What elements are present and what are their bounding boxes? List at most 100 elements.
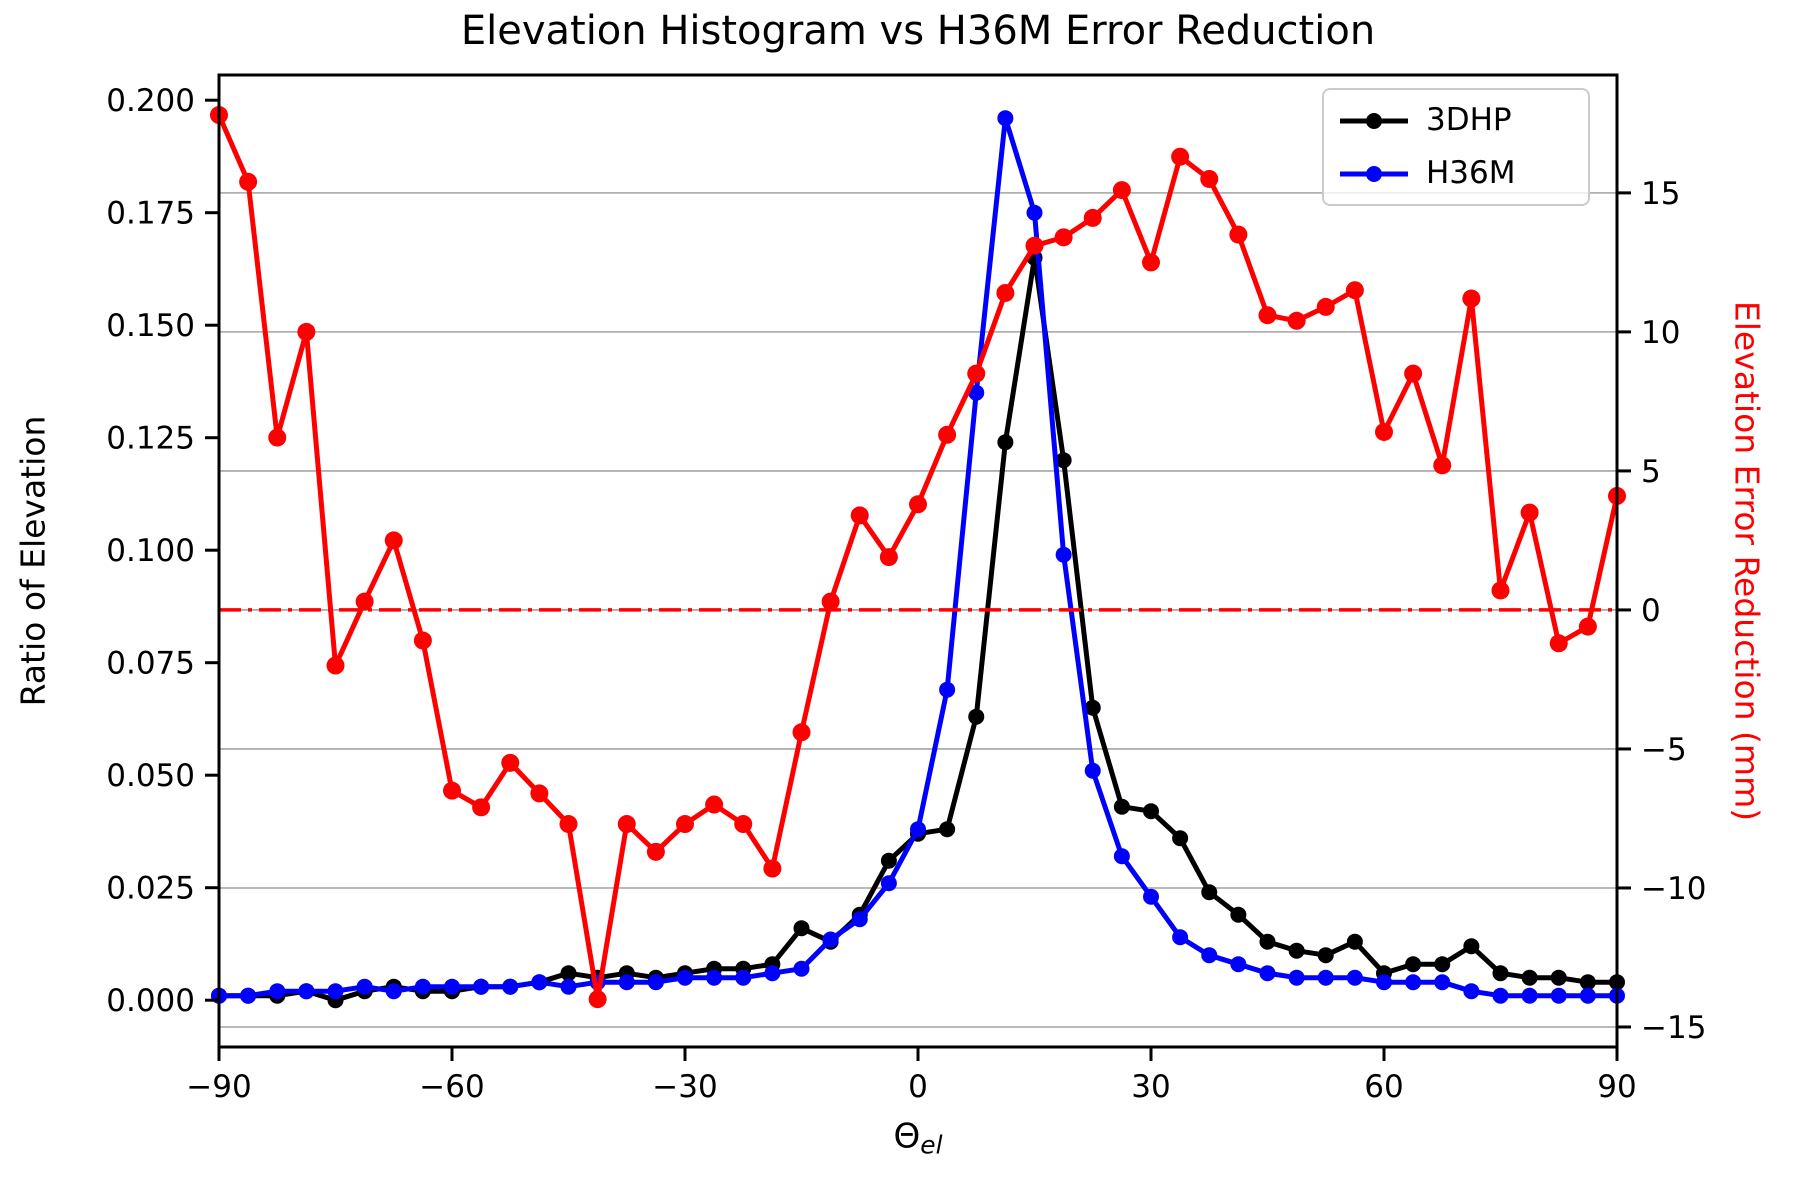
data-point-error-reduction	[588, 990, 607, 1009]
data-point-error-reduction	[1549, 634, 1568, 653]
data-point-error-reduction	[1375, 422, 1393, 441]
data-point-error-reduction	[792, 723, 811, 742]
data-point-error-reduction	[734, 815, 753, 834]
data-point-error-reduction	[1491, 581, 1510, 600]
data-point-error-reduction	[413, 631, 432, 650]
data-point-h36m	[444, 978, 460, 995]
data-point-h36m	[764, 965, 781, 982]
data-point-error-reduction	[268, 428, 287, 447]
data-point-h36m	[1288, 969, 1305, 986]
data-point-3dhp	[1230, 906, 1247, 923]
data-point-error-reduction	[1404, 364, 1423, 383]
data-point-h36m	[1405, 974, 1422, 991]
data-point-3dhp	[1463, 938, 1480, 955]
data-point-3dhp	[560, 965, 577, 982]
data-point-h36m	[1201, 947, 1218, 964]
y-right-tick-label: 15	[1641, 176, 1680, 212]
data-point-h36m	[1230, 956, 1247, 973]
data-point-h36m	[1055, 546, 1072, 563]
data-point-3dhp	[1055, 452, 1072, 469]
series-h36m	[211, 110, 1625, 1004]
data-point-h36m	[1113, 848, 1130, 865]
data-point-h36m	[1026, 204, 1043, 221]
y-right-tick-label: 0	[1641, 593, 1661, 629]
data-point-error-reduction	[384, 531, 403, 550]
data-point-h36m	[880, 875, 897, 892]
data-point-h36m	[910, 821, 926, 838]
y-left-axis-ticks: 0.000 0.025 0.050 0.075 0.100 0.125 0.150 0.175…	[106, 83, 219, 1019]
y-right-tick-label: 5	[1641, 454, 1661, 490]
x-axis-label-theta: Θ	[893, 1116, 921, 1157]
legend-swatch-h36m	[1340, 165, 1408, 182]
y-left-tick-label: 0.050	[106, 758, 195, 794]
data-point-error-reduction	[996, 283, 1015, 302]
legend-label-3dhp: 3DHP	[1426, 102, 1512, 138]
data-point-error-reduction	[239, 172, 258, 191]
data-point-error-reduction	[1316, 297, 1335, 316]
x-axis-label: Θel	[893, 1117, 942, 1160]
data-point-3dhp	[1113, 798, 1130, 815]
data-point-error-reduction	[559, 815, 578, 834]
legend-item-h36m: H36M	[1338, 149, 1588, 199]
data-point-h36m	[1346, 969, 1363, 986]
series-3dhp	[211, 249, 1625, 1009]
data-point-h36m	[822, 931, 839, 948]
data-point-error-reduction	[530, 784, 549, 803]
y-left-tick-label: 0.150	[106, 308, 195, 344]
data-point-3dhp	[1084, 699, 1101, 716]
data-point-error-reduction	[1462, 289, 1481, 308]
x-tick-label: −90	[186, 1069, 251, 1105]
y-axis-label-left: Ratio of Elevation	[13, 415, 53, 707]
data-point-3dhp	[1492, 965, 1509, 982]
data-point-error-reduction	[1345, 281, 1364, 300]
data-point-h36m	[1317, 969, 1334, 986]
data-point-h36m	[327, 983, 344, 1000]
data-point-error-reduction	[1025, 236, 1044, 255]
y-left-tick-label: 0.200	[106, 83, 195, 119]
data-point-error-reduction	[1200, 169, 1219, 188]
data-point-error-reduction	[1578, 617, 1597, 636]
data-point-h36m	[356, 978, 373, 995]
data-point-error-reduction	[443, 781, 461, 800]
data-point-error-reduction	[646, 842, 665, 861]
data-point-3dhp	[1172, 830, 1189, 847]
x-tick-label: 30	[1131, 1069, 1170, 1105]
data-point-3dhp	[1259, 933, 1276, 950]
data-point-h36m	[1463, 983, 1480, 1000]
data-point-error-reduction	[909, 495, 927, 514]
data-point-3dhp	[793, 920, 810, 937]
data-point-h36m	[1376, 974, 1392, 991]
y-right-axis-ticks: −15 −10 −5 0 5 10 15	[1617, 176, 1706, 1046]
data-point-3dhp	[1521, 969, 1538, 986]
data-point-h36m	[298, 983, 315, 1000]
data-point-3dhp	[968, 708, 985, 725]
y-left-tick-label: 0.125	[106, 421, 195, 457]
axes-spines	[217, 73, 1619, 1049]
data-point-3dhp	[1579, 974, 1596, 991]
data-point-h36m	[269, 983, 286, 1000]
legend-marker-h36m	[1366, 165, 1382, 182]
x-tick-label: −60	[419, 1069, 484, 1105]
data-point-3dhp	[1346, 933, 1363, 950]
data-point-error-reduction	[326, 656, 345, 675]
data-point-h36m	[1172, 929, 1189, 946]
data-point-3dhp	[1434, 956, 1451, 973]
data-point-h36m	[473, 978, 490, 995]
data-point-h36m	[1579, 987, 1596, 1004]
y-right-tick-label: 10	[1641, 315, 1680, 351]
data-point-error-reduction	[676, 815, 694, 834]
data-point-h36m	[1434, 974, 1451, 991]
data-point-3dhp	[1550, 969, 1567, 986]
y-left-tick-label: 0.000	[106, 983, 195, 1019]
data-point-error-reduction	[850, 506, 869, 525]
data-point-h36m	[618, 974, 635, 991]
data-point-error-reduction	[617, 815, 636, 834]
data-point-h36m	[560, 978, 577, 995]
data-point-h36m	[531, 974, 548, 991]
data-point-h36m	[677, 969, 693, 986]
data-point-error-reduction	[1083, 208, 1102, 227]
data-point-h36m	[706, 969, 723, 986]
x-axis-ticks: −90 −60 −30 0 30 60 90	[186, 1047, 1637, 1105]
